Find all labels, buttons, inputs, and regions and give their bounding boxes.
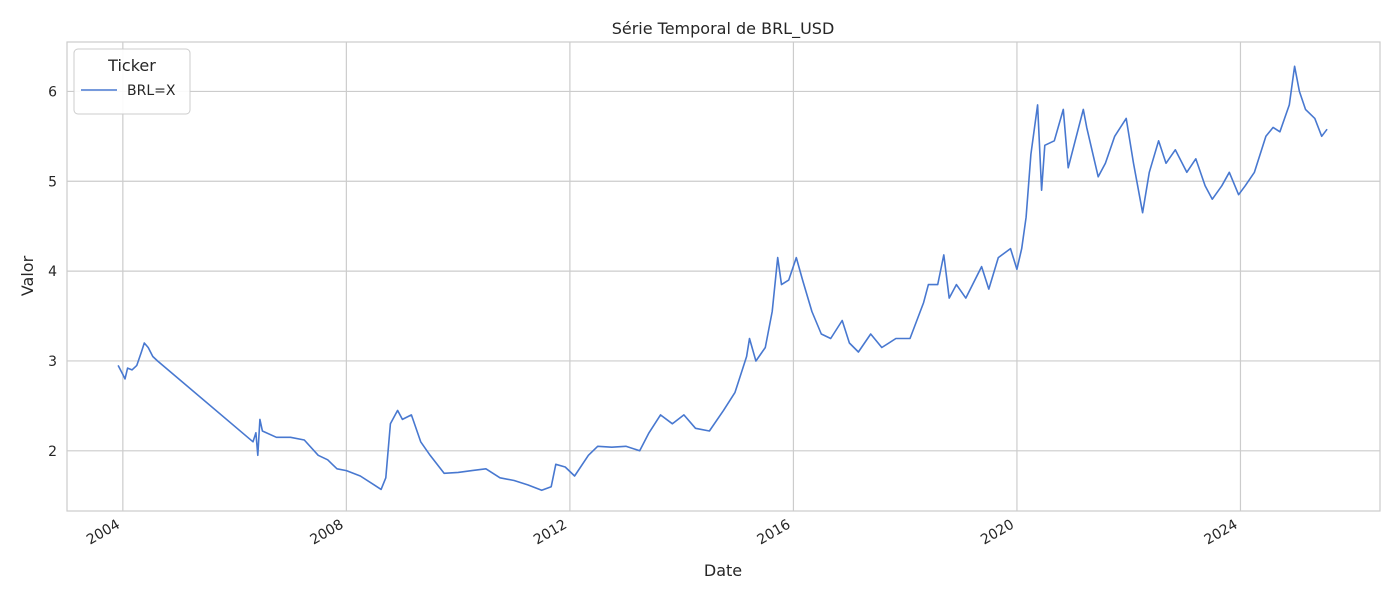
chart-title: Série Temporal de BRL_USD — [612, 19, 835, 39]
series-layer — [117, 65, 1328, 492]
y-tick-label: 3 — [48, 354, 57, 370]
y-tick-labels: 2 3 4 5 6 — [48, 84, 57, 459]
legend-label-series: BRL=X — [127, 83, 176, 99]
legend-title: Ticker — [107, 56, 156, 75]
grid-lines — [67, 42, 1380, 511]
x-axis-title: Date — [704, 561, 742, 580]
plot-area-frame — [66, 41, 1381, 512]
y-tick-label: 4 — [48, 264, 57, 280]
y-axis-title: Valor — [18, 255, 37, 296]
legend-box — [73, 48, 191, 115]
series-line-0 — [117, 65, 1328, 492]
y-tick-label: 6 — [48, 84, 57, 100]
y-tick-label: 5 — [48, 174, 57, 190]
legend: Ticker BRL=X — [73, 48, 191, 115]
y-tick-label: 2 — [48, 444, 57, 460]
